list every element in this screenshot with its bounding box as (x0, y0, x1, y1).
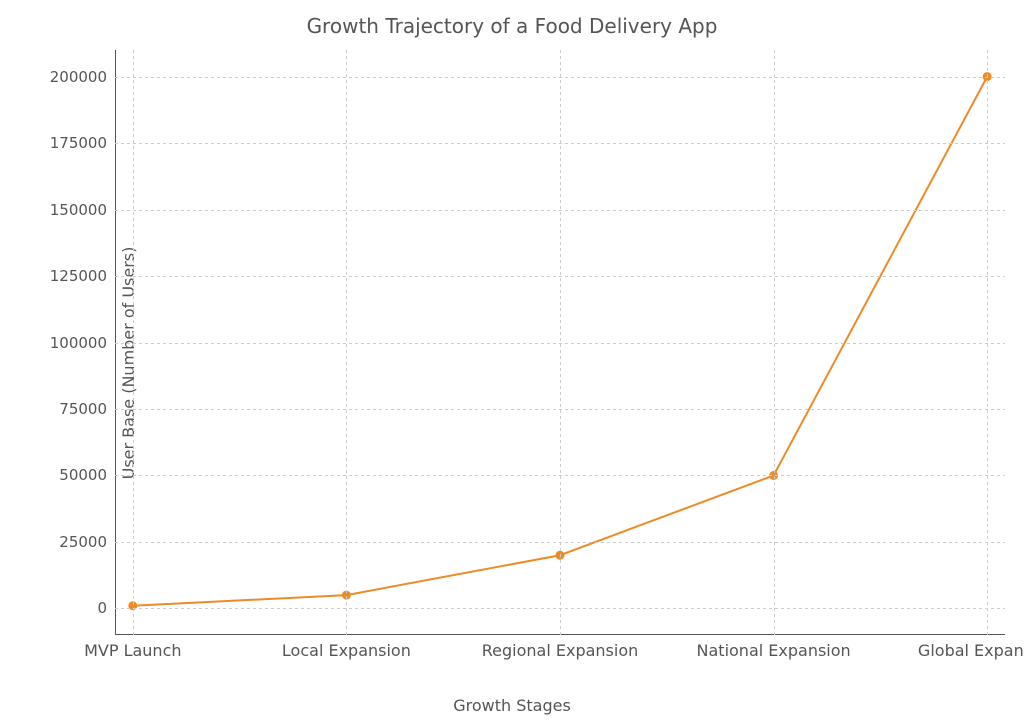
gridline-v (987, 50, 988, 635)
x-tick-label: Regional Expansion (482, 641, 639, 660)
x-axis-label: Growth Stages (0, 696, 1024, 715)
x-tick-label: MVP Launch (84, 641, 181, 660)
chart-container: Growth Trajectory of a Food Delivery App… (0, 0, 1024, 725)
gridline-v (560, 50, 561, 635)
y-tick-label: 175000 (50, 134, 107, 152)
gridline-v (346, 50, 347, 635)
x-tick-label: Local Expansion (282, 641, 411, 660)
gridline-v (133, 50, 134, 635)
plot-area: 0250005000075000100000125000150000175000… (115, 50, 1005, 635)
y-tick-label: 200000 (50, 68, 107, 86)
gridline-v (774, 50, 775, 635)
x-tick-label: National Expansion (697, 641, 851, 660)
x-tick-label: Global Expansion (918, 641, 1024, 660)
chart-title: Growth Trajectory of a Food Delivery App (0, 14, 1024, 38)
y-tick-label: 25000 (59, 533, 107, 551)
y-tick-label: 75000 (59, 400, 107, 418)
y-tick-label: 100000 (50, 334, 107, 352)
y-tick-label: 50000 (59, 466, 107, 484)
y-tick-label: 150000 (50, 201, 107, 219)
y-tick-label: 125000 (50, 267, 107, 285)
y-tick-label: 0 (97, 599, 107, 617)
